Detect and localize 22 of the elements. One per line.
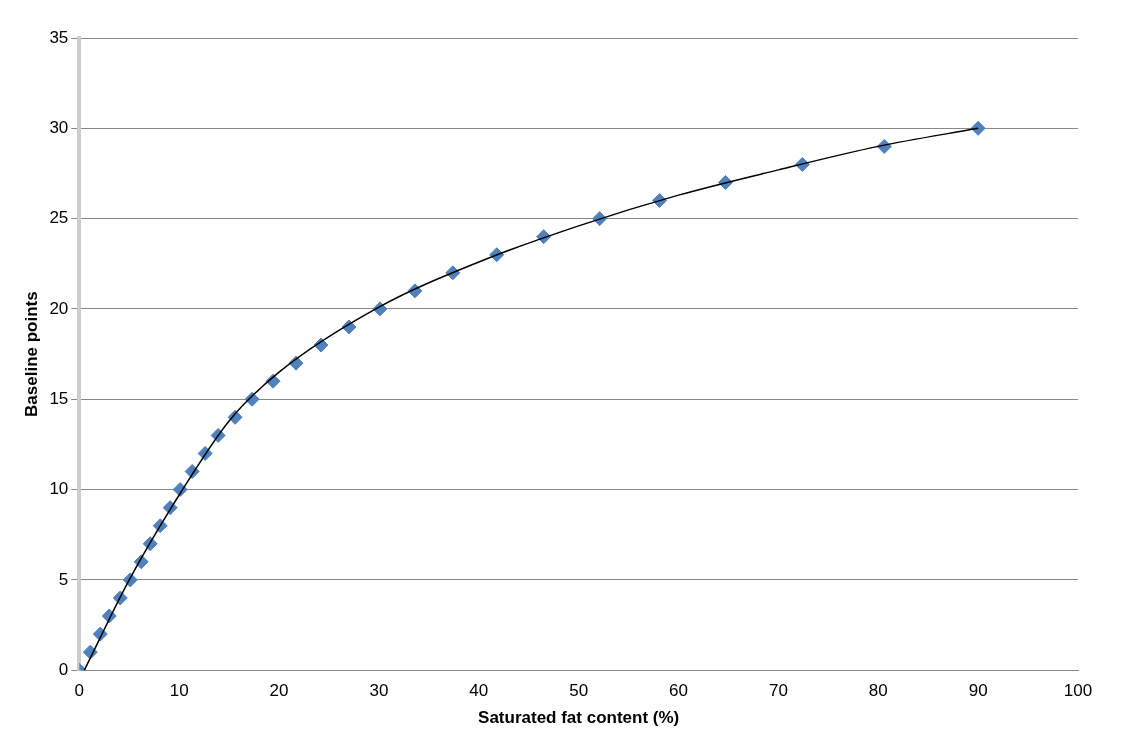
x-axis-title: Saturated fat content (%)	[478, 708, 680, 728]
y-tick-label: 10	[49, 479, 69, 499]
x-tick-label: 90	[968, 681, 988, 701]
x-tick-label: 20	[269, 681, 289, 701]
y-tick-label: 30	[49, 118, 69, 137]
y-tick-label: 35	[49, 27, 69, 47]
x-tick-label: 70	[768, 681, 788, 701]
y-tick-label: 5	[58, 569, 69, 589]
x-tick-label: 0	[74, 681, 85, 701]
x-tick-label: 40	[469, 681, 489, 701]
x-tick-label: 10	[169, 681, 189, 701]
point	[970, 120, 986, 136]
y-tick-label: 15	[49, 388, 69, 408]
x-tick-label: 100	[1063, 681, 1093, 701]
y-tick-label: 0	[58, 659, 69, 679]
y-tick-label: 20	[49, 298, 69, 318]
x-tick-label: 80	[868, 681, 888, 701]
x-tick-label: 60	[669, 681, 688, 701]
x-tick-label: 30	[369, 681, 389, 701]
y-axis-title: Baseline points	[21, 291, 41, 417]
x-tick-label: 50	[569, 681, 589, 701]
y-tick-label: 25	[49, 208, 69, 228]
